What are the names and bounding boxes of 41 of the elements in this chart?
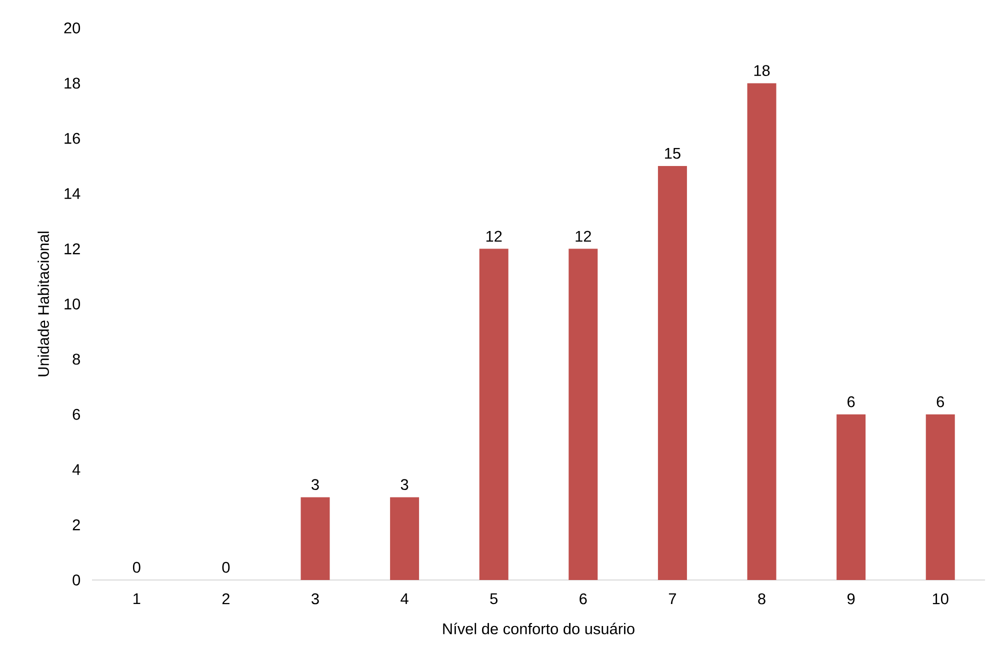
- y-tick-label: 0: [72, 574, 80, 586]
- x-tick-label: 1: [134, 593, 140, 604]
- y-tick-label: 2: [72, 519, 80, 530]
- x-tick-label: 9: [847, 593, 855, 604]
- y-axis-title: Unidade Habitacional: [38, 232, 49, 376]
- y-tick-label: 14: [64, 188, 80, 199]
- y-tick-label: 20: [64, 22, 80, 34]
- data-label: 12: [486, 230, 502, 242]
- data-label: 6: [848, 396, 855, 408]
- data-label: 15: [665, 148, 680, 159]
- data-label: 3: [312, 479, 319, 490]
- data-label: 3: [400, 479, 408, 490]
- y-tick-label: 18: [64, 78, 80, 89]
- x-tick-label: 4: [400, 593, 408, 604]
- x-tick-label: 6: [580, 593, 587, 604]
- y-tick-label: 6: [72, 408, 80, 420]
- x-tick-label: 10: [932, 593, 948, 604]
- bar: [747, 83, 776, 580]
- y-tick-label: 8: [72, 354, 80, 365]
- data-label: 0: [222, 562, 230, 573]
- bar: [658, 166, 687, 580]
- bar: [836, 414, 866, 580]
- x-tick-label: 8: [758, 593, 766, 604]
- x-tick-label: 5: [490, 593, 498, 604]
- x-axis-title: Nível de conforto do usuário: [443, 622, 634, 634]
- data-label: 0: [132, 562, 140, 573]
- y-tick-label: 16: [64, 132, 80, 144]
- data-label: 12: [576, 230, 591, 242]
- data-label: 18: [754, 65, 770, 76]
- y-tick-label: 4: [72, 464, 80, 475]
- y-tick-label: 10: [64, 298, 80, 310]
- data-label: 6: [936, 396, 944, 408]
- bar: [568, 248, 598, 580]
- bar: [390, 497, 420, 580]
- bar: [300, 497, 330, 580]
- x-tick-label: 3: [312, 593, 319, 604]
- y-tick-label: 12: [64, 243, 80, 254]
- bar: [926, 414, 955, 580]
- bar: [479, 248, 508, 580]
- x-tick-label: 2: [222, 593, 230, 604]
- x-tick-label: 7: [668, 593, 676, 604]
